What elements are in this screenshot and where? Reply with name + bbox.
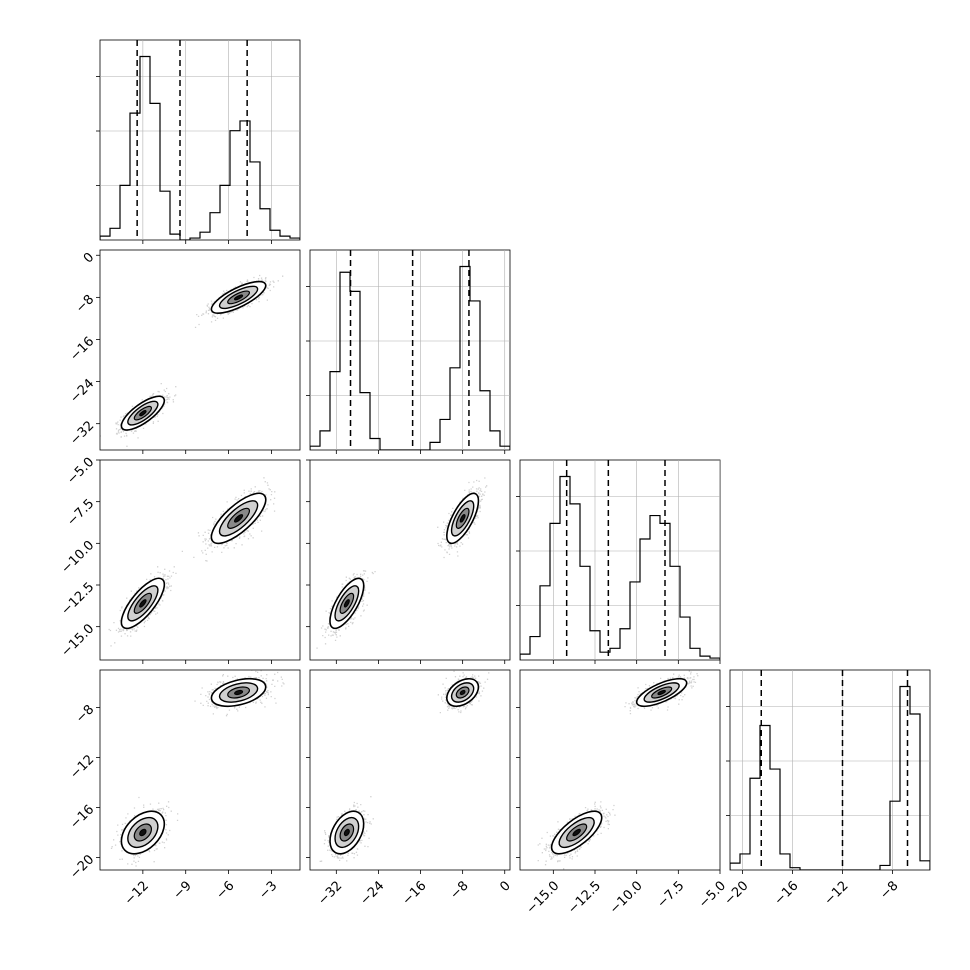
x-tick-label: −15.0 [524,878,563,917]
y-tick-label: −10.0 [59,538,98,577]
panel-2-2 [516,459,721,664]
panel-frame [519,669,721,871]
y-tick-label: −8 [73,702,97,726]
panel-content [310,250,510,450]
panel-frame [729,669,931,871]
panel-content [100,40,300,240]
density-contour [234,514,244,523]
y-tick-label: −15.0 [59,621,98,660]
density-contour [139,599,147,608]
x-tick-label: −12.5 [565,878,604,917]
density-contour [459,689,466,696]
density-contour [343,599,350,608]
panel-content [100,274,284,447]
panel-3-2: −15.0 −12.5 −10.0 −7.5 −5.0 [516,669,729,917]
panel-1-1 [306,249,511,454]
density-contour [234,294,244,301]
y-tick-label: −32 [67,418,97,448]
x-tick-label: −10.0 [607,878,646,917]
x-tick-label: −3 [256,878,280,902]
histogram-step [100,55,300,240]
panel-content [319,670,490,863]
panel-content [537,670,699,870]
y-tick-label: −8 [73,292,97,316]
y-tick-label: −7.5 [64,496,97,529]
panel-3-3: −20 −16 −12 −8 [722,669,931,908]
panel-2-0: −15.0−12.5−10.0 −7.5 −5.0 [59,455,301,664]
x-tick-label: −32 [315,878,345,908]
panel-2-1 [306,459,511,664]
y-tick-label: −5.0 [64,455,97,488]
x-tick-label: −8 [448,878,472,902]
panel-frame [309,459,511,661]
x-tick-label: −16 [772,878,802,908]
panel-content [110,670,285,867]
panel-content [520,460,720,660]
x-tick-label: −8 [877,878,901,902]
panel-content [316,477,488,649]
density-contour [139,828,147,837]
panel-frame [309,249,511,451]
density-contour [657,689,666,696]
y-tick-label: −16 [67,802,97,832]
y-tick-label: −24 [67,376,97,406]
x-tick-label: −16 [400,878,430,908]
histogram-step [520,475,720,660]
panel-frame [99,249,301,451]
x-tick-label: −9 [171,878,195,902]
x-tick-label: −6 [213,878,237,902]
x-tick-label: −12 [122,878,152,908]
density-contour [343,828,350,837]
x-tick-label: 0 [497,878,513,894]
panel-0-0 [96,39,301,244]
density-contour [572,828,581,837]
y-tick-label: −20 [67,852,97,882]
panel-content [108,477,276,647]
y-tick-label: −12 [67,752,97,782]
density-contour [233,689,244,696]
y-tick-label: −12.5 [59,580,98,619]
density-contour [459,514,466,523]
panel-3-0: −12 −9 −6 −3 −20 −16 −12 −8 [67,669,301,908]
density-contour [139,410,147,417]
x-tick-label: −12 [822,878,852,908]
panel-1-0: −32 −24 −16 −8 0 [67,249,301,454]
x-tick-label: −20 [722,878,752,908]
panel-content [730,670,930,870]
panel-3-1: −32 −24 −16 −8 0 [306,669,514,908]
y-tick-label: 0 [81,250,97,266]
x-tick-label: −24 [357,878,387,908]
x-tick-label: −7.5 [654,878,687,911]
histogram-step [730,685,930,870]
y-tick-label: −16 [67,334,97,364]
panel-frame [99,39,301,241]
histogram-step [310,265,510,450]
